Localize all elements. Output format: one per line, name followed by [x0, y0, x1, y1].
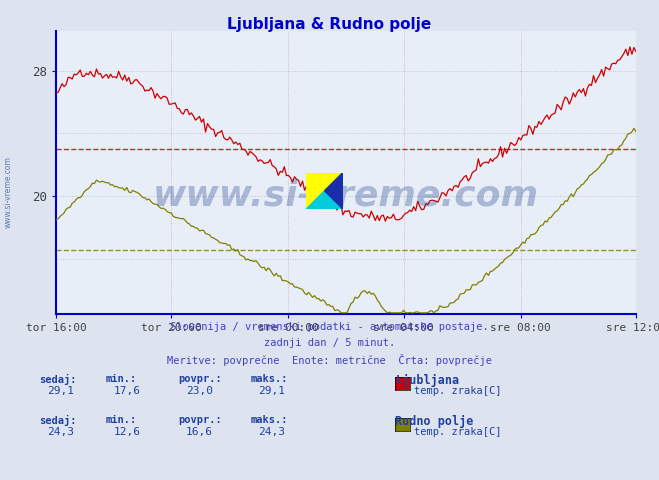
Text: www.si-vreme.com: www.si-vreme.com	[153, 179, 539, 213]
Text: Ljubljana: Ljubljana	[395, 374, 459, 387]
Text: 24,3: 24,3	[258, 427, 285, 437]
Polygon shape	[306, 173, 343, 209]
Polygon shape	[306, 173, 343, 209]
Text: maks.:: maks.:	[250, 415, 288, 425]
Text: 29,1: 29,1	[47, 386, 74, 396]
Text: povpr.:: povpr.:	[178, 415, 221, 425]
Text: temp. zraka[C]: temp. zraka[C]	[414, 386, 501, 396]
Text: Ljubljana & Rudno polje: Ljubljana & Rudno polje	[227, 17, 432, 32]
Text: temp. zraka[C]: temp. zraka[C]	[414, 427, 501, 437]
Text: povpr.:: povpr.:	[178, 374, 221, 384]
Text: 24,3: 24,3	[47, 427, 74, 437]
Text: min.:: min.:	[105, 374, 136, 384]
Text: www.si-vreme.com: www.si-vreme.com	[3, 156, 13, 228]
Text: Rudno polje: Rudno polje	[395, 415, 474, 428]
Text: Meritve: povprečne  Enote: metrične  Črta: povprečje: Meritve: povprečne Enote: metrične Črta:…	[167, 354, 492, 366]
Text: sedaj:: sedaj:	[40, 415, 77, 426]
Text: maks.:: maks.:	[250, 374, 288, 384]
Text: 23,0: 23,0	[186, 386, 213, 396]
Text: min.:: min.:	[105, 415, 136, 425]
Text: sedaj:: sedaj:	[40, 374, 77, 385]
Text: zadnji dan / 5 minut.: zadnji dan / 5 minut.	[264, 338, 395, 348]
Text: 16,6: 16,6	[186, 427, 213, 437]
Text: 12,6: 12,6	[113, 427, 140, 437]
Text: 29,1: 29,1	[258, 386, 285, 396]
Text: 17,6: 17,6	[113, 386, 140, 396]
Polygon shape	[325, 173, 343, 209]
Text: Slovenija / vremenski podatki - avtomatske postaje.: Slovenija / vremenski podatki - avtomats…	[170, 322, 489, 332]
